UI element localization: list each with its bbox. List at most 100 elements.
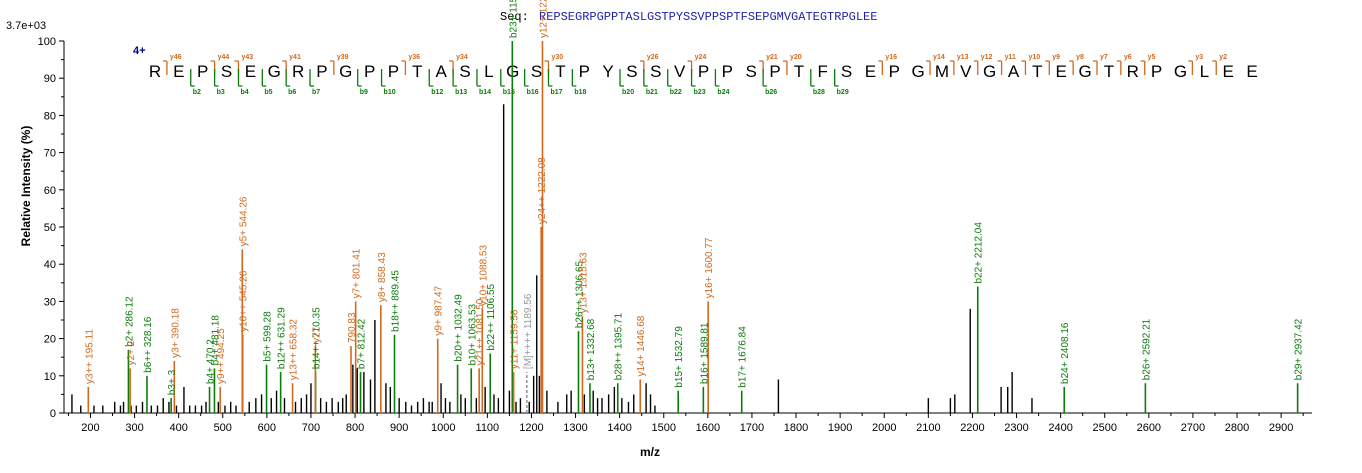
b-ion-mark-label: b17: [550, 89, 562, 96]
b-ion-bracket: [190, 69, 195, 87]
y-ion-label: y10++ 545.26: [239, 270, 250, 332]
y-ion-bracket: [1212, 60, 1217, 75]
sequence-residue: S: [221, 62, 232, 81]
y-ion-label: y9++ 494.25: [216, 328, 227, 384]
sequence-residue: R: [292, 62, 304, 81]
x-tick-label: 2900: [1269, 422, 1293, 434]
y-ion-mark-label: y3: [1195, 54, 1203, 61]
y-ion-mark-label: y16: [885, 54, 897, 61]
axes: 200 300 400 500 600 700 800 900 1000 1100 1200 1300…: [38, 36, 1312, 434]
y-ion-bracket: [329, 60, 335, 75]
y-tick-label: 90: [44, 73, 56, 85]
y-ion-bracket: [162, 60, 168, 75]
y-ion-bracket: [1140, 60, 1146, 75]
b-ion-bracket: [357, 69, 362, 87]
y-ion-label: y8+ 858.43: [377, 252, 388, 302]
b-ion-bracket: [714, 69, 720, 87]
x-tick-label: 1500: [652, 422, 676, 434]
sequence-residue: P: [197, 62, 208, 81]
y-ion-mark-label: y36: [408, 54, 420, 61]
b-ion-label: b22++ 1106.55: [486, 283, 497, 350]
sequence-residue: E: [1246, 62, 1257, 81]
y-ion-label: y7+ 801.41: [352, 248, 363, 298]
x-tick-label: 1300: [563, 422, 587, 434]
sequence-residue: P: [698, 62, 709, 81]
b-ion-label: b4+ 470.2: [206, 339, 217, 384]
b-ion-mark-label: b24: [717, 89, 729, 96]
sequence-residue: P: [316, 62, 327, 81]
b-ion-label: b17+ 1676.84: [738, 326, 749, 388]
b-ion-label: b22+ 2212.04: [974, 222, 985, 284]
b-ion-mark-label: b13: [455, 89, 467, 96]
y-ion-mark-label: y20: [790, 54, 802, 61]
x-tick-label: 600: [258, 422, 276, 434]
sequence-residue: T: [412, 62, 422, 81]
y-tick-label: 80: [44, 110, 56, 122]
b-ion-bracket: [667, 69, 672, 87]
y-ion-mark-label: y6: [1124, 54, 1132, 61]
b-ion-bracket: [237, 69, 243, 87]
y-ion-label: y3+ 390.18: [170, 308, 181, 358]
sequence-residue: A: [1008, 62, 1020, 81]
y-ion-bracket: [997, 60, 1003, 75]
b-ion-mark-label: b6: [288, 89, 296, 96]
y-scale-label: 3.7e+03: [6, 20, 46, 32]
sequence-residue: E: [865, 62, 876, 81]
b-ion-mark-label: b20: [622, 89, 634, 96]
b-ion-label: b20++ 1032.49: [454, 294, 465, 362]
x-tick-label: 1900: [828, 422, 852, 434]
x-tick-label: 2600: [1137, 422, 1161, 434]
x-tick-label: 1700: [740, 422, 764, 434]
sequence-residue: T: [1104, 62, 1114, 81]
y-ion-label: 790.83: [347, 312, 358, 343]
sequence-residue: P: [579, 62, 590, 81]
b-ion-mark-label: b14: [479, 89, 491, 96]
sequence-residue: E: [173, 62, 184, 81]
b-ion-bracket: [452, 69, 458, 87]
b-ion-label: b6++ 328.16: [143, 316, 154, 373]
b-ion-label: b23+ 1156.60: [508, 0, 519, 38]
b-ion-mark-label: b26: [765, 89, 777, 96]
y-axis-title: Relative Intensity (%): [19, 126, 33, 247]
sequence-residue: P: [769, 62, 780, 81]
b-ion-label: b4+ 481.18: [210, 315, 221, 366]
y-ion-mark-label: y13: [957, 54, 969, 61]
x-tick-label: 2000: [872, 422, 896, 434]
sequence-residue: P: [722, 62, 733, 81]
b-ion-mark-label: b3: [217, 89, 225, 96]
x-tick-label: 2400: [1048, 422, 1072, 434]
y-ion-label: y11+ 1159.56: [510, 309, 521, 369]
x-tick-label: 1200: [519, 422, 543, 434]
b-ion-mark-label: b10: [384, 89, 396, 96]
y-ion-label: y9+ 987.47: [434, 285, 445, 335]
y-tick-label: 30: [44, 296, 56, 308]
y-ion-mark-label: y2: [1219, 54, 1227, 61]
y-tick-label: 0: [50, 408, 56, 420]
sequence-residue: S: [841, 62, 852, 81]
y-ion-mark-label: y24: [695, 54, 707, 61]
y-ion-mark-label: y46: [170, 54, 182, 61]
sequence-residue: A: [436, 62, 448, 81]
b-ion-label: b18++ 889.45: [390, 270, 401, 332]
y-tick-label: 70: [44, 148, 56, 160]
charge-label: 4+: [133, 45, 146, 57]
seq-value: REPSEGRPGPPTASLGSTPYSSVPPSPTFSEPGMVGATEG…: [539, 10, 877, 24]
b-ion-bracket: [380, 69, 386, 87]
sequence-residue: L: [1200, 62, 1209, 81]
y-ion-mark-label: y44: [218, 54, 230, 61]
b-ion-mark-label: b7: [312, 89, 320, 96]
b-ion-bracket: [571, 69, 577, 87]
sequence-residue: G: [339, 62, 352, 81]
b-ion-mark-label: b18: [574, 89, 586, 96]
b-ion-label: b13+ 1332.68: [586, 318, 597, 380]
x-tick-label: 300: [125, 422, 143, 434]
b-ion-bracket: [285, 69, 291, 87]
sequence-residue: S: [746, 62, 757, 81]
y-ion-label: y2+ 2: [126, 340, 137, 365]
sequence-residue: G: [983, 62, 996, 81]
b-ion-bracket: [428, 69, 434, 87]
x-tick-label: 2200: [960, 422, 984, 434]
b-ion-label: b2+ 286.12: [124, 296, 135, 347]
b-ion-label: b7+ 812.42: [357, 318, 368, 369]
b-ion-bracket: [500, 69, 505, 87]
